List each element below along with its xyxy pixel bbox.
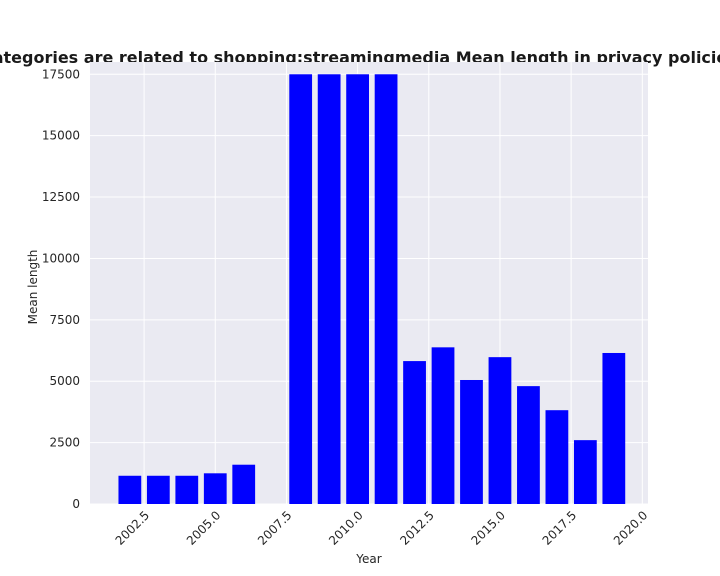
- x-tick-label: 2005.0: [184, 508, 224, 548]
- bar-2019: [602, 352, 626, 504]
- bar-2003: [146, 475, 170, 504]
- bar-2009: [317, 74, 341, 505]
- y-tick-label: 0: [72, 497, 80, 511]
- bars: [118, 74, 626, 505]
- y-tick-label: 15000: [42, 129, 80, 143]
- x-axis-ticks: 2002.5 2005.0 2007.5 2010.0 2012.5 2015.0 2017…: [113, 508, 651, 548]
- bar-2014: [460, 379, 483, 504]
- x-tick-label: 2002.5: [113, 508, 153, 548]
- bar-2013: [431, 347, 455, 504]
- bar-2017: [545, 410, 569, 504]
- y-tick-label: 10000: [42, 251, 80, 265]
- y-tick-label: 17500: [42, 67, 80, 81]
- x-tick-label: 2017.5: [540, 508, 580, 548]
- y-tick-label: 2500: [49, 436, 80, 450]
- x-tick-label: 2010.0: [326, 508, 366, 548]
- bar-2018: [573, 440, 597, 504]
- x-tick-label: 2007.5: [255, 508, 295, 548]
- bar-2005: [203, 473, 227, 504]
- x-tick-label: 2015.0: [468, 508, 508, 548]
- y-tick-label: 5000: [49, 374, 80, 388]
- bar-2016: [517, 386, 540, 504]
- x-tick-label: 2020.0: [611, 508, 651, 548]
- bar-2002: [118, 475, 142, 504]
- bar-2010: [346, 74, 369, 505]
- bar-2012: [403, 361, 426, 504]
- y-tick-label: 7500: [49, 313, 80, 327]
- y-tick-label: 12500: [42, 190, 80, 204]
- x-tick-label: 2012.5: [397, 508, 437, 548]
- y-axis-label: Mean length: [26, 250, 40, 325]
- bar-2015: [488, 357, 512, 504]
- bar-2006: [232, 464, 256, 504]
- bar-2011: [374, 74, 398, 505]
- bar-2004: [175, 475, 199, 504]
- bar-2008: [289, 74, 313, 505]
- x-axis-label: Year: [355, 552, 381, 566]
- y-axis-ticks: 0 2500 5000 7500 10000 12500 15000 17500: [42, 67, 80, 511]
